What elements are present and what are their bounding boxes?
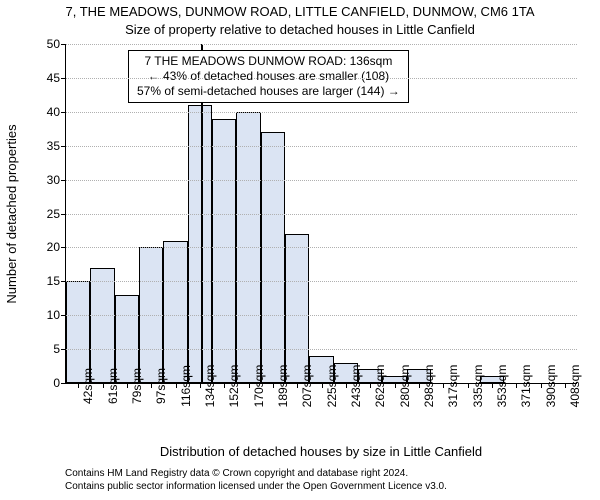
gridline <box>66 44 577 45</box>
xtick-mark <box>370 383 371 388</box>
xtick-mark <box>443 383 444 388</box>
xtick-mark <box>224 383 225 388</box>
xtick-mark <box>249 383 250 388</box>
xtick-label: 79sqm <box>130 368 144 404</box>
xtick-mark <box>468 383 469 388</box>
bar <box>90 268 114 383</box>
credits: Contains HM Land Registry data © Crown c… <box>65 468 577 493</box>
gridline <box>66 214 577 215</box>
ytick-mark <box>61 180 66 181</box>
ytick-label: 30 <box>30 173 60 187</box>
xtick-mark <box>200 383 201 388</box>
xtick-mark <box>541 383 542 388</box>
xtick-mark <box>492 383 493 388</box>
xtick-label: 390sqm <box>544 365 558 408</box>
gridline <box>66 112 577 113</box>
annotation-box: 7 THE MEADOWS DUNMOW ROAD: 136sqm ← 43% … <box>128 50 409 103</box>
annotation-line-3: 57% of semi-detached houses are larger (… <box>137 84 400 99</box>
xtick-mark <box>297 383 298 388</box>
xtick-label: 262sqm <box>373 365 387 408</box>
xtick-label: 298sqm <box>422 365 436 408</box>
xtick-label: 42sqm <box>81 368 95 404</box>
xtick-mark <box>273 383 274 388</box>
ytick-label: 40 <box>30 105 60 119</box>
ytick-label: 0 <box>30 376 60 390</box>
credits-line-1: Contains HM Land Registry data © Crown c… <box>65 468 577 481</box>
ytick-mark <box>61 214 66 215</box>
xtick-mark <box>78 383 79 388</box>
xtick-mark <box>565 383 566 388</box>
ytick-mark <box>61 112 66 113</box>
x-axis-label: Distribution of detached houses by size … <box>65 444 577 459</box>
ytick-label: 25 <box>30 207 60 221</box>
credits-line-2: Contains public sector information licen… <box>65 481 577 494</box>
ytick-mark <box>61 349 66 350</box>
xtick-label: 189sqm <box>276 365 290 408</box>
xtick-mark <box>103 383 104 388</box>
xtick-label: 280sqm <box>398 365 412 408</box>
ytick-mark <box>61 247 66 248</box>
annotation-line-2: ← 43% of detached houses are smaller (10… <box>137 69 400 84</box>
ytick-mark <box>61 44 66 45</box>
ytick-mark <box>61 78 66 79</box>
xtick-mark <box>322 383 323 388</box>
ytick-label: 50 <box>30 37 60 51</box>
xtick-mark <box>127 383 128 388</box>
xtick-label: 243sqm <box>349 365 363 408</box>
ytick-mark <box>61 281 66 282</box>
gridline <box>66 247 577 248</box>
xtick-label: 134sqm <box>203 365 217 408</box>
gridline <box>66 349 577 350</box>
plot-area: 7 THE MEADOWS DUNMOW ROAD: 136sqm ← 43% … <box>65 44 577 384</box>
ytick-label: 5 <box>30 342 60 356</box>
xtick-label: 97sqm <box>154 368 168 404</box>
xtick-label: 353sqm <box>495 365 509 408</box>
xtick-label: 408sqm <box>568 365 582 408</box>
chart-title-sub: Size of property relative to detached ho… <box>0 22 600 37</box>
bar <box>163 241 187 383</box>
xtick-mark <box>395 383 396 388</box>
xtick-label: 170sqm <box>252 365 266 408</box>
annotation-line-1: 7 THE MEADOWS DUNMOW ROAD: 136sqm <box>137 54 400 69</box>
xtick-label: 61sqm <box>106 368 120 404</box>
xtick-label: 116sqm <box>179 365 193 407</box>
chart-title-main: 7, THE MEADOWS, DUNMOW ROAD, LITTLE CANF… <box>0 4 600 19</box>
xtick-label: 225sqm <box>325 365 339 408</box>
ytick-label: 15 <box>30 274 60 288</box>
gridline <box>66 78 577 79</box>
ytick-mark <box>61 315 66 316</box>
y-axis-label: Number of detached properties <box>4 44 24 384</box>
xtick-label: 207sqm <box>300 365 314 408</box>
bar <box>212 119 236 383</box>
ytick-mark <box>61 146 66 147</box>
gridline <box>66 281 577 282</box>
bar <box>285 234 309 383</box>
xtick-label: 317sqm <box>446 365 460 408</box>
ytick-mark <box>61 383 66 384</box>
bar <box>261 132 285 383</box>
bar <box>188 105 212 383</box>
ytick-label: 45 <box>30 71 60 85</box>
ytick-label: 20 <box>30 240 60 254</box>
gridline <box>66 315 577 316</box>
ytick-label: 35 <box>30 139 60 153</box>
xtick-mark <box>151 383 152 388</box>
ytick-label: 10 <box>30 308 60 322</box>
gridline <box>66 146 577 147</box>
xtick-label: 371sqm <box>519 365 533 408</box>
gridline <box>66 180 577 181</box>
xtick-mark <box>516 383 517 388</box>
xtick-mark <box>419 383 420 388</box>
xtick-label: 335sqm <box>471 365 485 408</box>
xtick-label: 152sqm <box>227 365 241 408</box>
xtick-mark <box>176 383 177 388</box>
xtick-mark <box>346 383 347 388</box>
